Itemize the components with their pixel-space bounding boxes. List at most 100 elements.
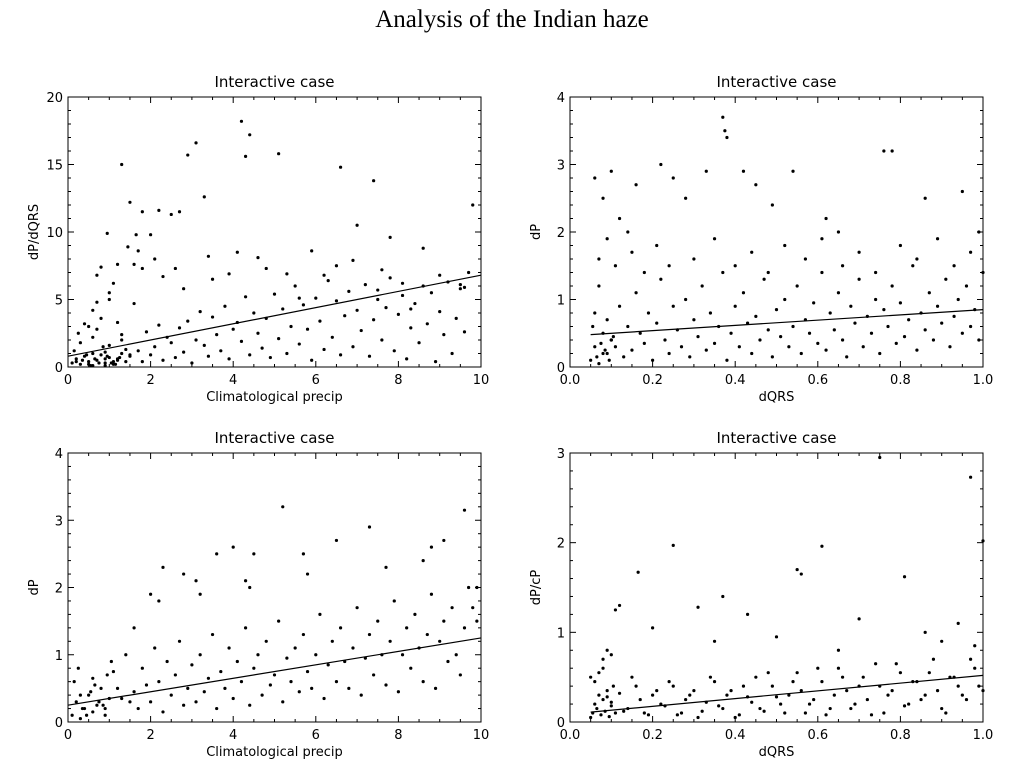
data-point bbox=[87, 360, 91, 364]
data-point bbox=[260, 693, 264, 697]
data-point bbox=[688, 693, 692, 697]
data-point bbox=[140, 666, 144, 670]
data-point bbox=[132, 262, 136, 266]
data-point bbox=[595, 355, 599, 359]
data-point bbox=[915, 257, 919, 261]
data-point bbox=[684, 697, 688, 702]
data-point bbox=[215, 706, 219, 711]
data-point bbox=[605, 648, 609, 652]
data-point bbox=[173, 673, 177, 677]
data-point bbox=[134, 233, 138, 237]
data-point bbox=[268, 355, 272, 360]
data-point bbox=[161, 710, 165, 714]
data-point bbox=[82, 322, 87, 326]
data-point bbox=[890, 149, 894, 153]
data-point bbox=[617, 216, 622, 221]
data-point bbox=[845, 689, 849, 693]
data-point bbox=[597, 284, 601, 288]
data-point bbox=[177, 210, 182, 214]
y-tick-label: 15 bbox=[46, 159, 63, 174]
data-point bbox=[310, 358, 314, 362]
data-point bbox=[671, 684, 675, 688]
data-point bbox=[99, 265, 103, 269]
x-tick-label: 10 bbox=[473, 728, 490, 743]
data-point bbox=[671, 176, 675, 180]
data-point bbox=[642, 711, 646, 715]
data-point bbox=[144, 330, 149, 334]
data-point bbox=[136, 249, 140, 253]
data-point bbox=[609, 704, 613, 708]
data-point bbox=[762, 277, 766, 281]
data-point bbox=[272, 673, 277, 677]
data-point bbox=[861, 675, 865, 679]
data-point bbox=[622, 355, 626, 359]
data-point bbox=[78, 717, 82, 721]
data-point bbox=[960, 693, 964, 697]
data-point bbox=[433, 686, 438, 690]
data-point bbox=[248, 133, 252, 137]
data-point bbox=[725, 358, 729, 362]
data-point bbox=[190, 663, 194, 667]
x-tick-label: 10 bbox=[473, 373, 490, 388]
x-tick-label: 1.0 bbox=[973, 728, 994, 743]
y-tick-label: 3 bbox=[557, 159, 565, 174]
data-point bbox=[157, 599, 161, 603]
data-point bbox=[210, 315, 215, 319]
data-point bbox=[907, 702, 911, 706]
plot-frame bbox=[67, 452, 482, 723]
data-point bbox=[605, 695, 609, 699]
data-point bbox=[828, 706, 832, 711]
data-point bbox=[252, 552, 256, 556]
data-point bbox=[712, 341, 717, 345]
data-point bbox=[297, 342, 301, 346]
data-point bbox=[981, 539, 985, 543]
data-point bbox=[597, 693, 601, 697]
data-point bbox=[235, 250, 239, 254]
x-tick-label: 2 bbox=[146, 728, 154, 743]
data-point bbox=[87, 362, 91, 366]
data-point bbox=[99, 353, 103, 357]
data-point bbox=[840, 338, 845, 342]
data-point bbox=[638, 697, 642, 702]
data-point bbox=[630, 348, 634, 352]
data-point bbox=[874, 297, 878, 302]
data-point bbox=[617, 603, 622, 608]
data-point bbox=[454, 316, 458, 320]
data-point bbox=[646, 713, 651, 717]
data-point bbox=[787, 693, 791, 697]
data-point bbox=[597, 257, 601, 261]
data-point bbox=[239, 119, 244, 123]
data-point bbox=[334, 538, 339, 543]
data-point bbox=[712, 639, 717, 643]
data-point bbox=[124, 360, 128, 364]
data-point bbox=[704, 169, 708, 173]
x-axis-label: dQRS bbox=[759, 745, 795, 760]
data-point bbox=[458, 283, 462, 287]
data-point bbox=[828, 311, 832, 315]
data-point bbox=[684, 196, 688, 200]
x-tick-label: 0.4 bbox=[725, 728, 746, 743]
data-point bbox=[285, 656, 289, 660]
data-point bbox=[766, 328, 770, 332]
data-point bbox=[783, 243, 787, 248]
data-point bbox=[194, 338, 198, 342]
data-point bbox=[783, 711, 787, 715]
data-point bbox=[227, 272, 231, 276]
data-point bbox=[779, 335, 783, 339]
data-point bbox=[952, 314, 956, 318]
data-point bbox=[210, 277, 215, 281]
y-axis-label: dP/cP bbox=[529, 570, 544, 606]
data-point bbox=[591, 324, 595, 329]
data-point bbox=[636, 570, 640, 574]
data-point bbox=[613, 711, 618, 715]
data-point bbox=[617, 691, 622, 695]
data-point bbox=[671, 304, 675, 308]
data-point bbox=[252, 666, 256, 670]
data-point bbox=[458, 673, 462, 677]
data-point bbox=[347, 289, 351, 293]
data-point bbox=[634, 183, 638, 187]
data-point bbox=[103, 706, 107, 711]
data-point bbox=[103, 361, 107, 365]
data-point bbox=[605, 237, 609, 241]
data-point bbox=[231, 696, 235, 701]
